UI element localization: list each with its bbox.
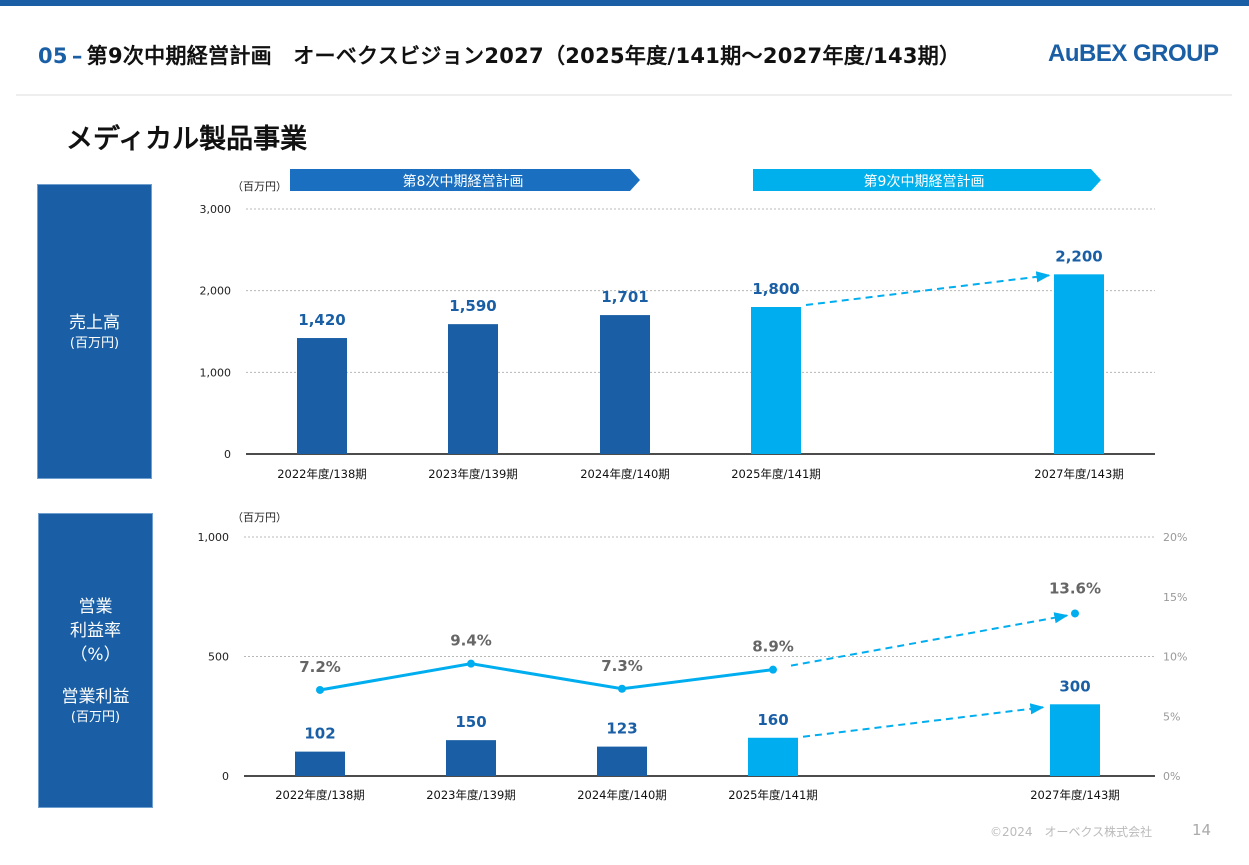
plan9-banner-label: 第9次中期経営計画	[864, 173, 985, 190]
margin-point	[316, 685, 324, 694]
profit-category-label: 2027年度/143期	[1030, 788, 1120, 802]
profit-category-label: 2023年度/139期	[426, 788, 516, 802]
op-rate-unit: （%）	[70, 644, 121, 665]
profit-bar	[295, 751, 345, 776]
profit-bar	[1050, 704, 1100, 776]
profit-ytick-label: 1,000	[198, 531, 230, 544]
margin-point	[769, 665, 777, 674]
sales-bar	[297, 338, 347, 454]
margin-ytick-label: 5%	[1163, 710, 1180, 723]
margin-ytick-label: 15%	[1163, 591, 1187, 604]
profit-side-label: 営業 利益率 （%） 営業利益 (百万円)	[38, 513, 153, 808]
profit-bar	[748, 737, 798, 776]
profit-bar	[597, 746, 647, 776]
sales-bar	[1054, 274, 1104, 454]
sales-bar	[448, 324, 498, 454]
header-divider	[16, 94, 1232, 96]
sales-bar	[600, 315, 650, 454]
page-title: メディカル製品事業	[66, 124, 308, 155]
sales-side-title: 売上高	[69, 312, 120, 333]
margin-ytick-label: 10%	[1163, 651, 1187, 664]
profit-value-label: 123	[606, 720, 637, 738]
profit-bar	[446, 740, 496, 776]
sales-value-label: 1,590	[449, 297, 496, 315]
profit-value-label: 150	[455, 713, 486, 731]
sales-category-label: 2025年度/141期	[731, 467, 821, 481]
sales-category-label: 2023年度/139期	[428, 467, 518, 481]
margin-point	[1071, 609, 1079, 618]
section-separator: –	[71, 44, 83, 68]
op-profit-unit: (百万円)	[70, 709, 121, 725]
sales-value-label: 1,800	[752, 280, 799, 298]
profit-trend-arrow	[802, 703, 1045, 738]
plan8-banner-label: 第8次中期経営計画	[403, 173, 524, 190]
top-accent-bar	[0, 0, 1249, 6]
sales-unit-label: （百万円）	[232, 180, 287, 193]
sales-value-label: 1,701	[601, 288, 648, 306]
margin-value-label: 8.9%	[752, 638, 794, 656]
sales-side-unit: (百万円)	[69, 335, 120, 351]
op-rate-line2: 利益率	[70, 620, 121, 641]
profit-value-label: 160	[757, 711, 788, 729]
sales-category-label: 2022年度/138期	[277, 467, 367, 481]
sales-side-label: 売上高 (百万円)	[37, 184, 152, 479]
page-number: 14	[1192, 821, 1212, 839]
profit-category-label: 2024年度/140期	[577, 788, 667, 802]
sales-trend-arrow	[805, 271, 1051, 306]
sales-value-label: 2,200	[1055, 247, 1102, 265]
profit-unit-label: （百万円）	[232, 511, 287, 524]
plan8-banner	[290, 169, 640, 191]
profit-category-label: 2022年度/138期	[275, 788, 365, 802]
section-number: 05	[38, 44, 68, 68]
profit-value-label: 102	[304, 725, 335, 743]
margin-trend-arrow	[790, 612, 1069, 667]
plan9-banner	[753, 169, 1101, 191]
margin-value-label: 9.4%	[450, 632, 492, 650]
profit-category-label: 2025年度/141期	[728, 788, 818, 802]
company-logo: AuBEX GROUP	[1048, 40, 1219, 67]
header-title-text: 第9次中期経営計画 オーベクスビジョン2027（2025年度/141期〜2027…	[86, 44, 961, 68]
profit-chart: 0 500 1,000 0% 5% 10% 15% 20% 102 2022年度/138期 150 2…	[198, 531, 1188, 802]
op-rate-line1: 営業	[78, 596, 113, 617]
sales-bar	[751, 307, 801, 454]
profit-value-label: 300	[1059, 677, 1090, 695]
sales-ytick-label: 1,000	[200, 366, 232, 379]
margin-value-label: 7.3%	[601, 657, 643, 675]
sales-category-label: 2027年度/143期	[1034, 467, 1124, 481]
sales-ytick-label: 2,000	[200, 285, 232, 298]
margin-value-label: 13.6%	[1049, 579, 1101, 597]
profit-ytick-label: 0	[222, 770, 229, 783]
profit-ytick-label: 500	[208, 651, 229, 664]
sales-ytick-label: 0	[224, 448, 231, 461]
sales-ytick-label: 3,000	[200, 203, 232, 216]
sales-category-label: 2024年度/140期	[580, 467, 670, 481]
op-profit-title: 営業利益	[61, 686, 130, 707]
copyright: ©2024 オーベクス株式会社	[990, 825, 1153, 839]
margin-ytick-label: 20%	[1163, 531, 1187, 544]
margin-point	[467, 659, 475, 668]
page-header: 05– 第9次中期経営計画 オーベクスビジョン2027（2025年度/141期〜2…	[38, 40, 960, 70]
sales-value-label: 1,420	[298, 311, 345, 329]
margin-value-label: 7.2%	[299, 658, 341, 676]
margin-point	[618, 684, 626, 693]
sales-chart: 0 1,000 2,000 3,000 1,420 2022年度/138期 1,590 202…	[200, 203, 1155, 481]
margin-ytick-label: 0%	[1163, 770, 1180, 783]
margin-line	[319, 662, 774, 692]
